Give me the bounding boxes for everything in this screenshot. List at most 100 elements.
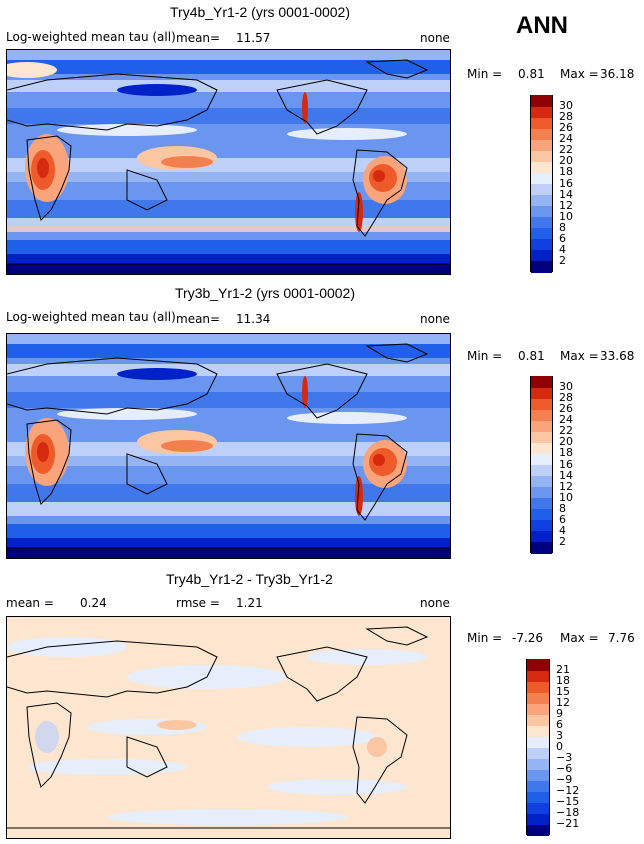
- colorbar-segment: [527, 681, 549, 693]
- colorbar-segment: [531, 227, 552, 240]
- colorbar-tick-label: 4: [559, 242, 566, 256]
- colorbar-tick-label: 30: [559, 99, 573, 113]
- colorbar-segment: [531, 205, 552, 218]
- panel2-mask: none: [420, 312, 450, 326]
- colorbar-tick-label: −12: [556, 784, 580, 797]
- panel2-colorbar: [530, 376, 553, 554]
- panel1-colorbar: [530, 95, 553, 273]
- panel2-title: Try3b_Yr1-2 (yrs 0001-0002): [175, 285, 356, 301]
- colorbar-segment: [531, 442, 552, 454]
- colorbar-segment: [527, 659, 549, 671]
- colorbar-segment: [531, 387, 552, 399]
- colorbar-tick-label: 12: [559, 479, 573, 493]
- colorbar-segment: [527, 758, 549, 770]
- panel1-mean-value: 11.57: [236, 31, 271, 45]
- panel2-map[interactable]: [6, 333, 451, 559]
- colorbar-segment: [531, 183, 552, 196]
- colorbar-tick-label: 26: [559, 402, 573, 416]
- colorbar-tick-label: 8: [559, 501, 566, 515]
- colorbar-tick-label: −15: [556, 795, 580, 808]
- colorbar-segment: [531, 95, 552, 107]
- colorbar-segment: [527, 824, 549, 836]
- panel2-max-value: 33.68: [600, 349, 635, 363]
- panel2-min-label: Min =: [467, 349, 503, 363]
- colorbar-tick-label: 14: [559, 187, 573, 201]
- colorbar-segment: [531, 117, 552, 129]
- panel3-title: Try4b_Yr1-2 - Try3b_Yr1-2: [166, 571, 333, 587]
- colorbar-tick-label: 2: [559, 253, 566, 267]
- colorbar-tick-label: 3: [556, 729, 563, 742]
- colorbar-tick-label: 4: [559, 523, 566, 537]
- colorbar-segment: [531, 260, 552, 273]
- colorbar-tick-label: 6: [556, 718, 563, 731]
- colorbar-segment: [531, 398, 552, 410]
- panel3-rmse-label: rmse =: [176, 596, 220, 610]
- colorbar-tick-label: 0: [556, 740, 563, 753]
- colorbar-segment: [531, 475, 552, 488]
- colorbar-tick-label: 6: [559, 512, 566, 526]
- colorbar-tick-label: 14: [559, 468, 573, 482]
- season-label: ANN: [516, 12, 568, 39]
- colorbar-segment: [531, 541, 552, 554]
- colorbar-segment: [531, 409, 552, 421]
- colorbar-segment: [527, 813, 549, 825]
- colorbar-tick-label: 16: [559, 457, 573, 471]
- colorbar-tick-label: 12: [556, 696, 570, 709]
- colorbar-segment: [531, 431, 552, 443]
- colorbar-segment: [527, 692, 549, 704]
- panel3-min-label: Min =: [467, 631, 503, 645]
- colorbar-segment: [531, 150, 552, 162]
- colorbar-segment: [527, 769, 549, 781]
- colorbar-tick-label: 18: [556, 674, 570, 687]
- panel3-map[interactable]: [6, 616, 451, 839]
- colorbar-segment: [531, 161, 552, 173]
- colorbar-tick-label: 22: [559, 424, 573, 438]
- colorbar-tick-label: 15: [556, 685, 570, 698]
- panel3-rmse-value: 1.21: [236, 596, 263, 610]
- colorbar-segment: [531, 249, 552, 262]
- colorbar-segment: [531, 508, 552, 521]
- colorbar-tick-label: 22: [559, 143, 573, 157]
- panel1-mean-label: mean=: [176, 31, 221, 45]
- colorbar-segment: [531, 139, 552, 151]
- panel2-max-label: Max =: [560, 349, 599, 363]
- colorbar-tick-label: 18: [559, 446, 573, 460]
- colorbar-tick-label: 8: [559, 220, 566, 234]
- colorbar-segment: [527, 670, 549, 682]
- panel3-mean-value: 0.24: [80, 596, 107, 610]
- panel3-min-value: -7.26: [512, 631, 544, 645]
- colorbar-segment: [527, 780, 549, 792]
- panel3-max-label: Max =: [560, 631, 599, 645]
- colorbar-segment: [527, 703, 549, 715]
- colorbar-tick-label: 26: [559, 121, 573, 135]
- panel3-mean-label: mean =: [6, 596, 54, 610]
- colorbar-segment: [531, 453, 552, 465]
- colorbar-tick-label: 24: [559, 413, 573, 427]
- colorbar-segment: [527, 802, 549, 814]
- panel3-mask: none: [420, 596, 450, 610]
- colorbar-segment: [531, 464, 552, 477]
- colorbar-tick-label: 16: [559, 176, 573, 190]
- panel1-min-label: Min =: [467, 67, 503, 81]
- colorbar-tick-label: 28: [559, 391, 573, 405]
- panel1-map[interactable]: [6, 49, 451, 275]
- colorbar-tick-label: 21: [556, 663, 570, 676]
- colorbar-segment: [527, 791, 549, 803]
- colorbar-tick-label: 20: [559, 435, 573, 449]
- panel2-field: [7, 334, 450, 558]
- colorbar-tick-label: 6: [559, 231, 566, 245]
- panel2-mean-value: 11.34: [236, 312, 271, 326]
- colorbar-segment: [531, 530, 552, 543]
- colorbar-segment: [531, 486, 552, 499]
- panel1-max-label: Max =: [560, 67, 599, 81]
- panel2-variable: Log-weighted mean tau (all): [6, 310, 176, 324]
- panel1-mask: none: [420, 31, 450, 45]
- colorbar-tick-label: −18: [556, 806, 580, 819]
- colorbar-tick-label: 24: [559, 132, 573, 146]
- colorbar-segment: [531, 497, 552, 510]
- panel2-min-value: 0.81: [518, 349, 545, 363]
- colorbar-tick-label: 30: [559, 380, 573, 394]
- panel1-min-value: 0.81: [518, 67, 545, 81]
- colorbar-segment: [531, 376, 552, 388]
- panel3-field: [7, 617, 450, 838]
